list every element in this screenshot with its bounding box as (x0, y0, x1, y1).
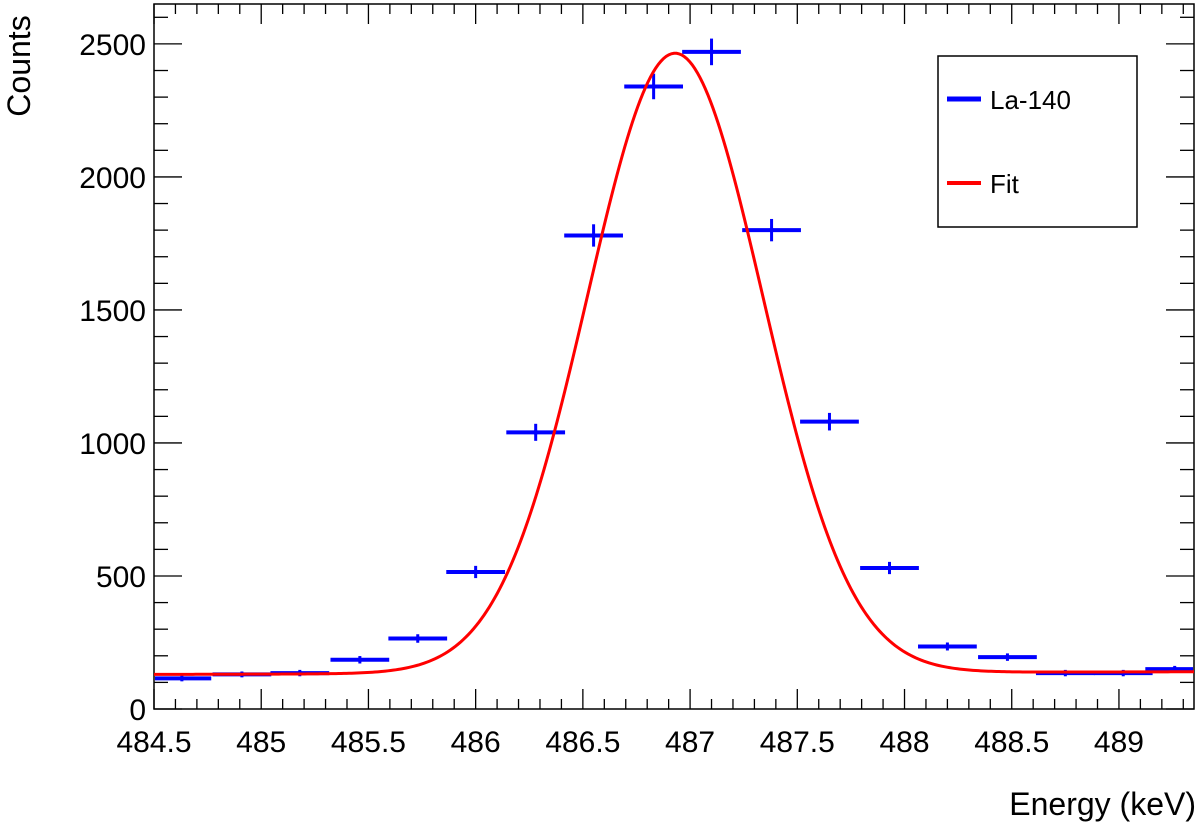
point-marker (826, 419, 832, 425)
data-point (624, 73, 684, 100)
legend-box (937, 55, 1138, 228)
x-tick-label: 487.5 (760, 726, 835, 759)
x-tick-label: 488 (879, 726, 929, 759)
point-marker (591, 232, 597, 238)
x-tick-label: 485 (236, 726, 286, 759)
data-point (682, 38, 741, 66)
data-point (918, 642, 977, 651)
y-tick-label: 500 (96, 561, 146, 594)
point-marker (887, 565, 893, 571)
x-tick-labels: 484.5 485 485.5 486 486.5 487 487.5 488 488.5 489 (116, 726, 1144, 759)
y-tick-label: 2000 (79, 162, 146, 195)
data-point (155, 675, 212, 682)
legend-label-la140: La-140 (990, 85, 1071, 115)
point-marker (533, 429, 539, 435)
point-marker (1004, 654, 1010, 660)
legend-label-fit: Fit (990, 169, 1020, 199)
y-tick-label: 2500 (79, 29, 146, 62)
x-tick-label: 485.5 (331, 726, 406, 759)
y-tick-label: 1500 (79, 295, 146, 328)
point-marker (179, 675, 185, 681)
data-point (800, 412, 859, 431)
legend: La-140 Fit (937, 55, 1138, 228)
x-axis-title: Energy (keV) (1009, 786, 1196, 822)
point-marker (651, 83, 657, 89)
fit-curve (153, 51, 1195, 676)
y-tick-label: 0 (129, 694, 146, 727)
x-tick-label: 487 (665, 726, 715, 759)
y-tick-label: 1000 (79, 428, 146, 461)
axis-ticks (153, 4, 1194, 710)
point-marker (944, 643, 950, 649)
y-tick-labels: 0 500 1000 1500 2000 2500 (79, 29, 146, 727)
x-tick-label: 484.5 (116, 726, 191, 759)
y-axis-title: Counts (1, 15, 37, 116)
point-marker (769, 227, 775, 233)
x-tick-label: 489 (1094, 726, 1144, 759)
data-point (446, 565, 506, 579)
x-tick-label: 488.5 (974, 726, 1049, 759)
point-marker (709, 49, 715, 55)
data-point (978, 653, 1037, 661)
data-point (330, 656, 390, 664)
x-tick-label: 486.5 (545, 726, 620, 759)
data-point (388, 634, 448, 643)
point-marker (415, 636, 421, 641)
x-tick-label: 486 (451, 726, 501, 759)
data-point (860, 561, 919, 575)
point-marker (357, 657, 363, 663)
plot-frame (153, 3, 1195, 710)
data-point (564, 224, 623, 247)
data-point (742, 218, 801, 242)
point-marker (473, 569, 479, 575)
